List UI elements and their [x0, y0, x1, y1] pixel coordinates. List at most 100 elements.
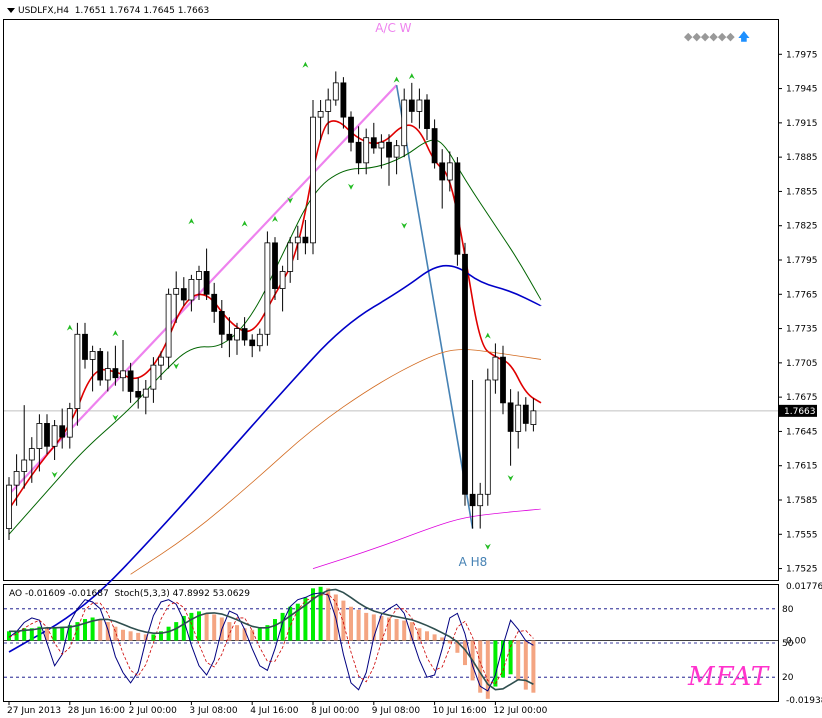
ao-label: AO -0.01609 -0.01687: [9, 589, 109, 599]
candle-body: [401, 99, 408, 147]
candle-body: [431, 128, 438, 164]
candle-body: [378, 141, 385, 149]
ao-bar: [531, 640, 536, 693]
candle-body: [74, 333, 81, 409]
candle-body: [28, 448, 35, 461]
candle-body: [196, 271, 202, 280]
label-ah8: A H8: [459, 555, 488, 569]
fractal-down-arrow: [112, 414, 119, 421]
ao-tick-label: 0.00: [786, 637, 806, 647]
axes: 1.7975 1.7945 1.7915 1.7885 1.7855 1.7825 1.77…: [7, 50, 822, 716]
candle-body: [477, 493, 484, 507]
candle-body: [135, 391, 142, 398]
ao-bar: [341, 600, 346, 641]
ao-bar: [280, 612, 285, 641]
ao-bar: [90, 617, 95, 641]
ao-bar: [151, 634, 156, 641]
indicator-header: AO -0.01609 -0.01687 Stoch(5,3,3) 47.899…: [9, 589, 250, 599]
candle-body: [332, 82, 339, 101]
candle-body: [59, 425, 66, 438]
ao-tick-label: 0.01776: [786, 582, 822, 592]
candle-body: [522, 404, 529, 424]
ao-bar: [501, 640, 505, 678]
ao-bar: [204, 612, 209, 641]
ao-bar: [166, 626, 171, 641]
ao-bar: [128, 631, 133, 641]
ao-bar: [303, 597, 308, 641]
candle-body: [211, 293, 218, 312]
ao-bar: [189, 612, 194, 641]
price-tick-label: 1.7615: [786, 462, 818, 472]
price-tick-label: 1.7675: [786, 393, 818, 403]
ao-bar: [288, 606, 293, 641]
candle-body: [492, 356, 499, 381]
fractal-down-arrow: [287, 197, 294, 204]
ao-bar: [121, 629, 125, 641]
price-tick-label: 1.7585: [786, 496, 818, 506]
candle-body: [104, 368, 111, 381]
price-tick-label: 1.7825: [786, 222, 818, 232]
ao-bar: [478, 640, 483, 693]
ao-bar: [257, 628, 262, 641]
time-tick-label: 2 Jul 00:00: [129, 706, 178, 716]
candle-body: [120, 370, 126, 379]
fractal-up-arrow: [188, 218, 195, 225]
arrow-up-icon[interactable]: 🡅: [738, 30, 750, 43]
stoch-level-label: 20: [782, 673, 794, 683]
candle-body: [530, 410, 537, 425]
price-tick-label: 1.7645: [786, 427, 818, 437]
moving-average-line: [8, 264, 542, 653]
fractal-up-arrow: [484, 332, 491, 339]
ao-bar: [83, 619, 87, 641]
fractal-up-arrow: [272, 216, 278, 222]
fractal-down-arrow: [507, 475, 514, 482]
candle-body: [416, 99, 423, 112]
time-tick-label: 4 Jul 16:00: [250, 706, 299, 716]
ao-bar: [349, 606, 353, 641]
stoch-label: Stoch(5,3,3) 47.8992 53.0629: [114, 589, 250, 599]
candle-body: [158, 356, 164, 366]
candle-body: [127, 370, 134, 392]
candle-body: [507, 402, 514, 432]
price-tick-label: 1.7885: [786, 153, 818, 163]
candle-body: [173, 288, 180, 295]
price-tick-label: 1.7795: [786, 256, 818, 266]
price-tick-label: 1.7855: [786, 187, 818, 197]
navigation-icons[interactable]: ◆◆◆◆◆◆ 🡅: [684, 28, 750, 47]
fractal-up-arrow: [302, 61, 309, 68]
price-tick-label: 1.7525: [786, 565, 818, 575]
time-tick-label: 8 Jul 00:00: [311, 706, 360, 716]
ao-bar: [523, 640, 528, 690]
candle-body: [294, 236, 301, 244]
candle-body: [408, 99, 415, 112]
ao-bar: [394, 619, 399, 641]
ao-bar: [174, 622, 179, 641]
ao-bar: [417, 628, 422, 641]
ao-bar: [235, 625, 239, 641]
fractal-up-arrow: [66, 324, 73, 331]
stoch-main-line: [8, 592, 534, 692]
price-tick-label: 1.7945: [786, 85, 818, 95]
ao-bar: [311, 588, 315, 641]
fractal-down-arrow: [51, 471, 58, 478]
candle-body: [256, 333, 263, 347]
candle-body: [515, 404, 522, 432]
ao-bar: [516, 640, 521, 681]
candle-body: [287, 242, 294, 272]
candle-body: [439, 162, 446, 181]
symbol-menu-icon[interactable]: [7, 8, 15, 13]
fractal-up-arrow: [241, 220, 248, 227]
ao-bar: [7, 631, 11, 641]
candle-body: [241, 328, 248, 341]
time-tick-label: 28 Jun 16:00: [68, 706, 125, 716]
ao-bar: [14, 631, 19, 641]
candle-body: [112, 368, 119, 379]
ao-bar: [493, 640, 498, 687]
candle-body: [302, 236, 309, 244]
indicator-plot: [4, 586, 778, 699]
diamond-icons[interactable]: ◆◆◆◆◆◆: [684, 30, 735, 43]
trend-line: [8, 84, 398, 496]
stoch-level-label: 80: [782, 605, 794, 615]
candle-body: [310, 116, 316, 244]
